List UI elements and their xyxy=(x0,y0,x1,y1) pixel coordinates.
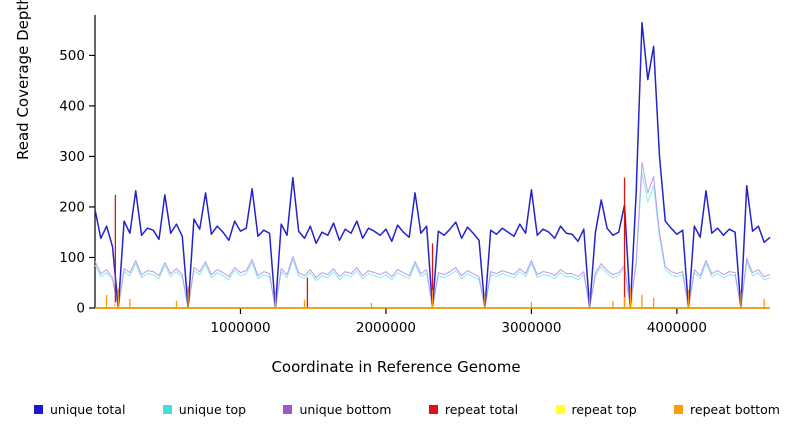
legend-item-unique-total: unique total xyxy=(34,402,125,417)
x-tick-label: 4000000 xyxy=(647,320,707,336)
plot-svg: 0 100 200 300 400 500 1000000 2000000 3000000 400… xyxy=(59,15,771,336)
legend-item-unique-bottom: unique bottom xyxy=(283,402,392,417)
legend-label: repeat total xyxy=(444,402,519,417)
legend-swatch-unique-bottom xyxy=(283,405,293,414)
legend-swatch-repeat-total xyxy=(428,405,438,414)
legend: unique total unique top unique bottom repea… xyxy=(34,402,780,417)
series-repeat-bottom xyxy=(95,286,770,309)
y-tick-label: 0 xyxy=(76,301,85,317)
legend-item-repeat-top: repeat top xyxy=(555,402,637,417)
legend-label: unique top xyxy=(178,402,247,417)
x-tick-label: 1000000 xyxy=(210,320,270,336)
y-axis-label: Read Coverage Depth xyxy=(14,0,32,160)
y-tick-label: 300 xyxy=(59,149,85,165)
y-tick-label: 500 xyxy=(59,48,85,64)
x-tick-label: 3000000 xyxy=(501,320,561,336)
x-tick-label: 2000000 xyxy=(356,320,416,336)
legend-item-repeat-total: repeat total xyxy=(428,402,519,417)
series-repeat-total xyxy=(95,177,770,309)
legend-label: repeat bottom xyxy=(690,402,780,417)
legend-label: repeat top xyxy=(571,402,637,417)
legend-label: unique bottom xyxy=(299,402,392,417)
legend-item-repeat-bottom: repeat bottom xyxy=(674,402,780,417)
y-tick-label: 100 xyxy=(59,250,85,266)
legend-swatch-unique-top xyxy=(162,405,172,414)
x-axis-label: Coordinate in Reference Genome xyxy=(271,358,521,376)
legend-label: unique total xyxy=(50,402,126,417)
y-tick-label: 200 xyxy=(59,199,85,215)
legend-item-unique-top: unique top xyxy=(162,402,247,417)
legend-swatch-repeat-bottom xyxy=(674,405,684,414)
y-tick-label: 400 xyxy=(59,98,85,114)
legend-swatch-repeat-top xyxy=(555,405,565,414)
legend-swatch-unique-total xyxy=(34,405,43,414)
